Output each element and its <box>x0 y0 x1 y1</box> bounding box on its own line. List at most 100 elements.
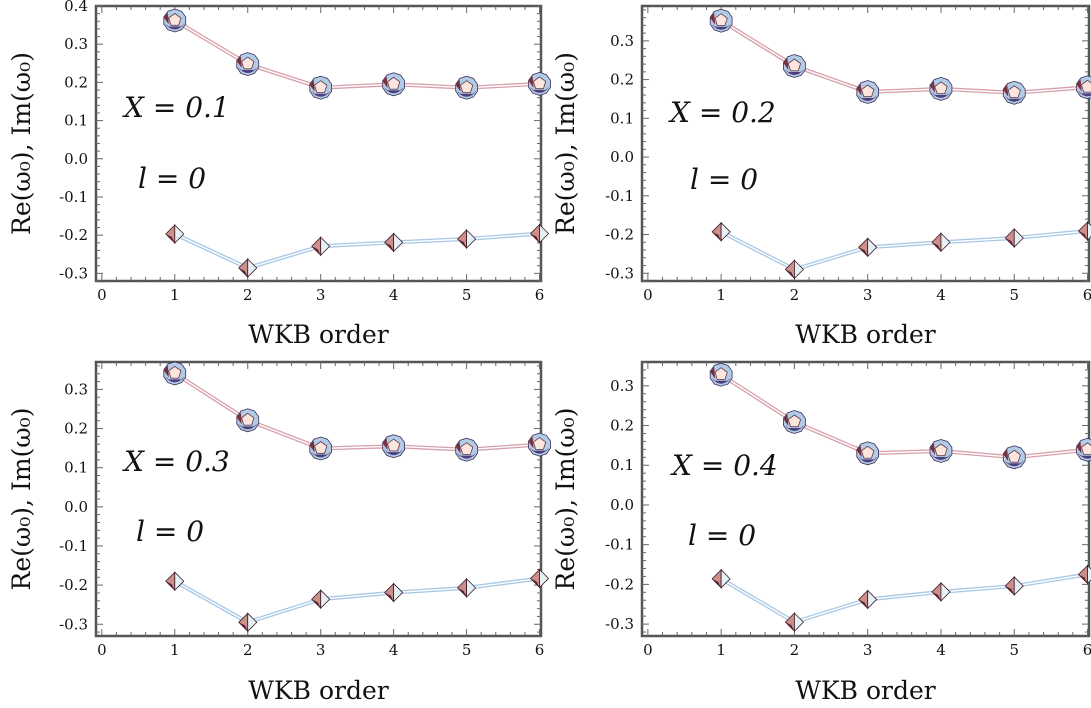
marker-shade <box>785 622 795 632</box>
marker-shade <box>711 377 732 384</box>
data-point-re <box>528 71 551 96</box>
x-tick-label: 4 <box>936 286 946 304</box>
marker-face <box>714 13 728 26</box>
marker-shade <box>236 56 242 69</box>
annotation-l: l = 0 <box>138 162 206 195</box>
data-point-im <box>457 229 477 249</box>
annotation-l: l = 0 <box>136 515 204 548</box>
x-axis-title: WKB order <box>248 676 388 705</box>
marker-shade <box>310 90 331 97</box>
marker-shade <box>455 79 461 92</box>
data-point-im <box>238 612 258 633</box>
data-point-re <box>309 436 333 461</box>
x-tick-label: 1 <box>170 286 180 304</box>
y-tick-label: -0.2 <box>59 226 88 244</box>
y-tick-label: 0.2 <box>64 73 88 91</box>
marker-face-right <box>720 568 731 589</box>
annotation-l: l = 0 <box>690 163 758 196</box>
series-line-highlight <box>174 577 540 624</box>
marker-face-left <box>1004 228 1015 248</box>
data-point-re <box>455 437 478 462</box>
y-tick-label: 0.3 <box>610 32 634 50</box>
data-point-re <box>929 76 953 101</box>
marker-shade <box>456 90 477 97</box>
marker-face-right <box>940 232 951 253</box>
marker-shade <box>1005 238 1015 248</box>
y-tick-label: 0.2 <box>610 71 634 89</box>
series-line <box>173 231 540 271</box>
x-tick-label: 0 <box>97 641 107 659</box>
y-axis-title: Re(ω₀), Im(ω₀) <box>551 52 580 235</box>
marker-shade <box>784 424 805 431</box>
marker-face-right <box>720 221 731 242</box>
marker-shade <box>931 242 941 252</box>
y-tick-label: 0.2 <box>610 417 634 435</box>
data-point-im <box>1004 575 1024 596</box>
marker-face <box>168 365 182 379</box>
plot-frame <box>640 360 1091 638</box>
marker-shade <box>238 622 248 632</box>
data-point-re <box>236 52 260 77</box>
y-tick-label: 0.1 <box>64 112 88 130</box>
data-point-re <box>309 75 333 100</box>
y-tick-label: -0.2 <box>605 226 634 244</box>
data-point-im <box>784 259 804 280</box>
y-tick-label: -0.3 <box>59 264 88 282</box>
marker-shade <box>457 587 467 597</box>
data-point-im <box>384 582 404 603</box>
marker-shade <box>384 592 394 602</box>
marker-face <box>861 445 875 459</box>
annotation-x: X = 0.2 <box>668 96 776 129</box>
marker-face-right <box>174 571 185 592</box>
y-tick-label: 0.0 <box>610 148 634 166</box>
marker-shade <box>930 453 951 460</box>
marker-shade <box>310 451 331 458</box>
data-point-im <box>931 232 951 253</box>
marker-shade <box>163 365 169 378</box>
marker-face <box>1080 442 1091 455</box>
series-line-highlight <box>720 374 1088 459</box>
marker-shade <box>931 591 941 601</box>
x-axis-title: WKB order <box>795 320 935 349</box>
data-point-re <box>382 434 406 459</box>
marker-face <box>532 76 547 90</box>
marker-shade <box>528 75 534 88</box>
y-tick-label: -0.3 <box>605 615 634 633</box>
marker-face <box>1007 85 1021 98</box>
data-point-re <box>236 408 260 433</box>
series-line <box>173 371 540 452</box>
series-line <box>720 572 1088 625</box>
data-point-re <box>783 54 806 78</box>
marker-shade <box>383 87 404 94</box>
marker-shade <box>929 80 935 93</box>
series-line <box>720 373 1088 460</box>
marker-shade <box>1004 460 1025 467</box>
series-line <box>173 18 540 90</box>
marker-shade <box>1076 79 1082 92</box>
marker-face-left <box>858 589 869 610</box>
marker-shade <box>856 83 862 96</box>
marker-shade <box>529 86 550 93</box>
data-point-im <box>384 232 404 253</box>
series-line-highlight <box>174 19 540 89</box>
marker-face-right <box>794 259 804 280</box>
x-tick-label: 1 <box>716 641 726 659</box>
marker-shade <box>857 456 878 463</box>
marker-face-left <box>711 221 722 242</box>
marker-shade <box>236 412 242 425</box>
data-point-im <box>711 221 731 242</box>
x-tick-label: 6 <box>535 286 545 304</box>
x-tick-label: 0 <box>97 286 107 304</box>
y-tick-label: -0.2 <box>59 576 88 594</box>
marker-face <box>934 81 948 94</box>
marker-shade <box>857 94 878 101</box>
marker-shade <box>457 238 467 248</box>
marker-shade <box>309 440 315 453</box>
marker-face-left <box>931 581 942 602</box>
marker-shade <box>1003 84 1009 97</box>
marker-face <box>387 76 401 90</box>
marker-shade <box>164 23 185 30</box>
y-tick-label: 0.0 <box>610 496 634 514</box>
series-line-highlight <box>720 230 1088 271</box>
